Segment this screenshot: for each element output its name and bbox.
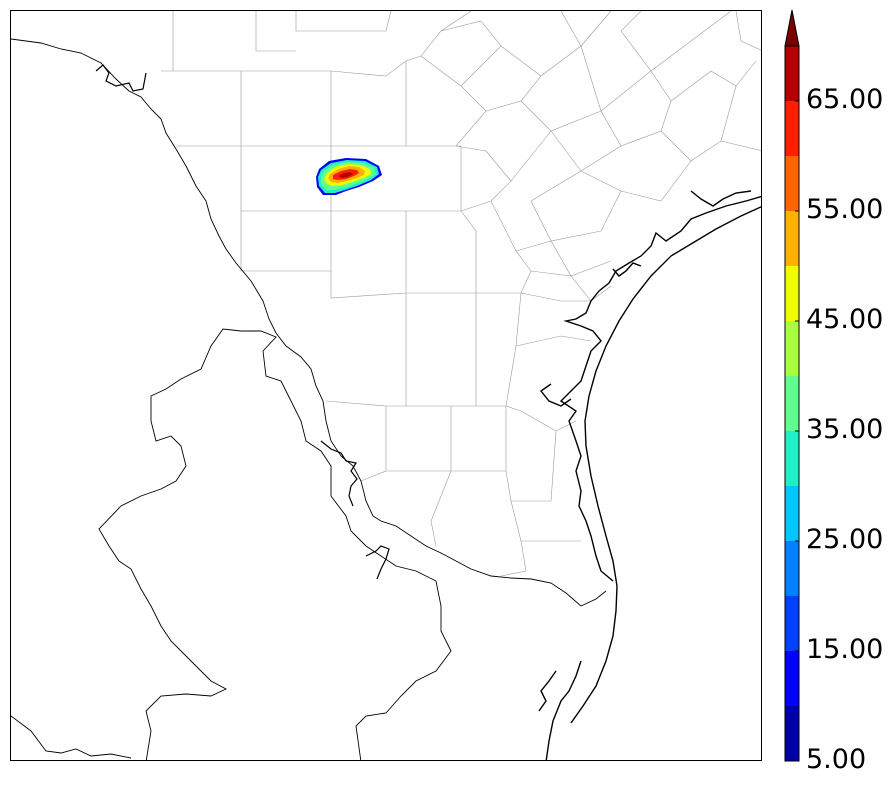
colorbar-segment: [785, 431, 799, 486]
colorbar-segment: [785, 486, 799, 541]
colorbar-frame: [784, 45, 800, 762]
colorbar-segment: [785, 46, 799, 101]
colorbar-segment: [785, 211, 799, 266]
coastline: [538, 190, 761, 760]
colorbar-label-5: 5.00: [806, 744, 867, 775]
colorbar-extend-arrow: [784, 9, 800, 47]
colorbar-label-25: 25.00: [806, 524, 884, 555]
echo-core: [338, 172, 353, 178]
map-canvas: [11, 11, 761, 760]
colorbar-segment: [785, 321, 799, 376]
colorbar-segment: [785, 541, 799, 596]
colorbar-segment: [785, 376, 799, 431]
map-panel: [10, 10, 762, 761]
county-borders: [161, 11, 761, 577]
colorbar-segment: [785, 596, 799, 651]
colorbar-segment: [785, 101, 799, 156]
colorbar-label-55: 55.00: [806, 194, 884, 225]
colorbar-segment: [785, 156, 799, 211]
inland-waterways: [95, 64, 390, 580]
radar-echo-cell: [316, 158, 382, 195]
colorbar-segment: [785, 651, 799, 706]
colorbar-label-65: 65.00: [806, 84, 884, 115]
colorbar-label-35: 35.00: [806, 414, 884, 445]
colorbar-segment: [785, 706, 799, 761]
colorbar-segment: [785, 266, 799, 321]
colorbar-label-45: 45.00: [806, 304, 884, 335]
colorbar-label-15: 15.00: [806, 634, 884, 665]
state-borders: [11, 38, 607, 760]
